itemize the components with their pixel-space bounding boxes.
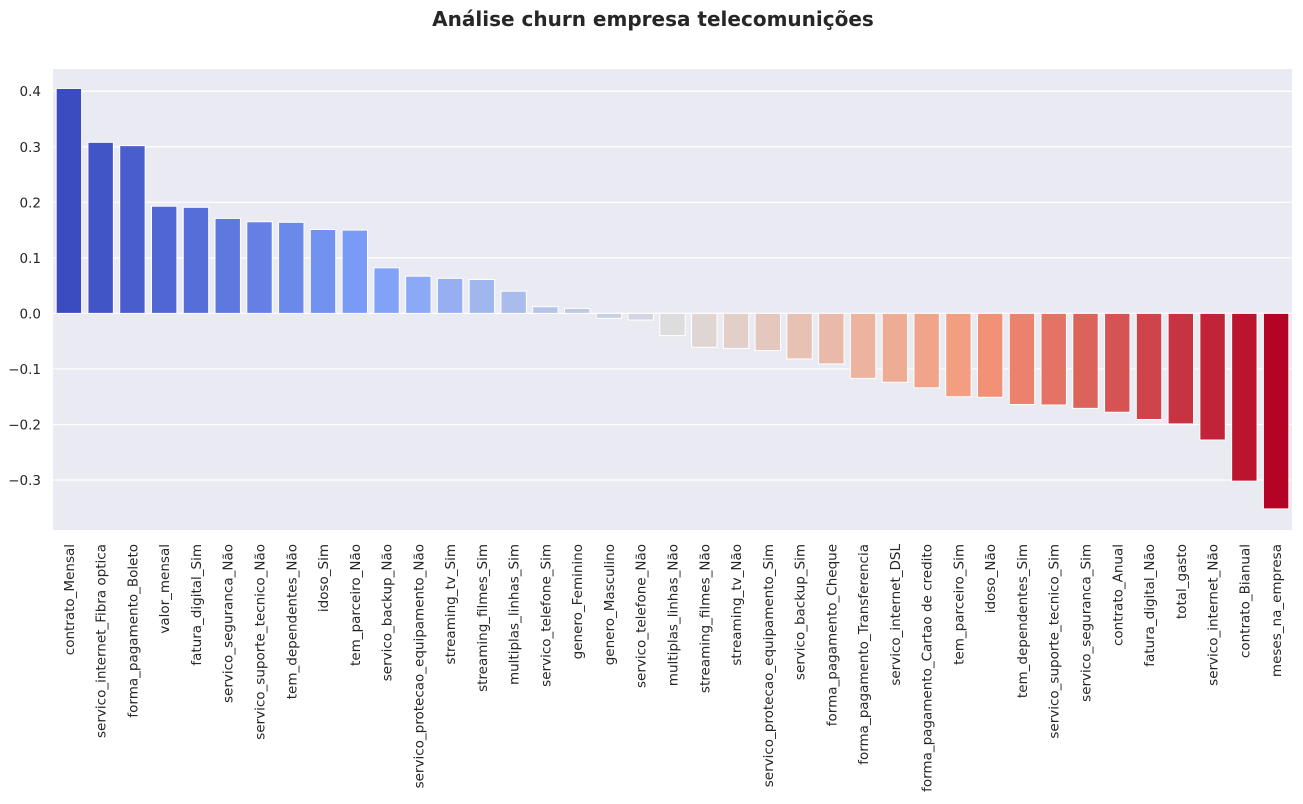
y-tick-label: −0.3 — [8, 473, 41, 489]
bar-streaming-tv-sim — [436, 277, 464, 314]
bar-contrato-bianual — [1231, 312, 1258, 482]
bar-servico-protecao-equipamento-sim — [754, 312, 782, 352]
bar-servico-telefone-n-o — [627, 312, 654, 321]
x-tick-label: fatura_digital_Sim — [189, 544, 205, 666]
bar-servico-backup-n-o — [373, 267, 400, 314]
bar-tem-parceiro-n-o — [341, 229, 369, 314]
x-tick-label: meses_na_empresa — [1269, 544, 1285, 677]
bar-servico-internet-n-o — [1199, 312, 1226, 441]
y-tick-label: 0.2 — [20, 195, 41, 211]
bar-servico-suporte-tecnico-n-o — [246, 221, 273, 314]
x-tick-label: servico_internet_Não — [1206, 544, 1222, 686]
y-tick-label: 0.4 — [20, 84, 41, 100]
bar-fatura-digital-n-o — [1135, 312, 1163, 420]
x-tick-label: total_gasto — [1174, 544, 1190, 619]
bar-servico-seguranca-sim — [1072, 312, 1099, 409]
bar-total-gasto — [1167, 312, 1195, 425]
x-tick-label: servico_internet_DSL — [888, 544, 904, 686]
bar-servico-internet-fibra-optica — [87, 141, 114, 314]
bar-idoso-n-o — [976, 312, 1004, 398]
bar-fatura-digital-sim — [182, 206, 210, 314]
x-tick-label: servico_seguranca_Sim — [1079, 544, 1095, 702]
y-tick-label: −0.2 — [8, 417, 41, 433]
y-tick-label: 0.3 — [20, 140, 41, 156]
bar-forma-pagamento-cheque — [818, 312, 845, 365]
x-tick-label: multiplas_linhas_Sim — [507, 544, 523, 685]
x-tick-label: tem_dependentes_Não — [284, 544, 300, 699]
x-tick-label: genero_Feminino — [570, 544, 586, 659]
bar-multiplas-linhas-sim — [500, 290, 527, 314]
bar-tem-dependentes-sim — [1008, 312, 1036, 405]
bar-forma-pagamento-transferencia — [849, 312, 877, 379]
x-tick-label: tem_parceiro_Não — [348, 544, 364, 666]
bar-tem-dependentes-n-o — [278, 221, 305, 314]
bar-multiplas-linhas-n-o — [659, 312, 686, 337]
x-tick-label: genero_Masculino — [602, 544, 618, 665]
x-tick-label: servico_protecao_equipamento_Sim — [761, 544, 777, 787]
bar-forma-pagamento-cartao-de-credito — [913, 312, 940, 389]
x-tick-label: tem_dependentes_Sim — [1015, 544, 1031, 698]
bar-genero-feminino — [563, 307, 591, 314]
bar-servico-suporte-tecnico-sim — [1040, 312, 1067, 406]
x-tick-label: fatura_digital_Não — [1142, 544, 1158, 667]
x-tick-label: streaming_tv_Sim — [443, 544, 459, 664]
x-tick-label: servico_suporte_tecnico_Não — [253, 544, 269, 740]
x-tick-label: idoso_Não — [983, 544, 999, 613]
x-axis-ticks: contrato_Mensal servico_internet_Fibra op… — [62, 544, 1285, 792]
chart-title: Análise churn empresa telecomunições — [432, 7, 874, 31]
x-tick-label: servico_backup_Não — [380, 544, 396, 681]
x-tick-label: valor_mensal — [157, 544, 173, 634]
x-tick-label: streaming_filmes_Não — [697, 544, 713, 693]
x-tick-label: servico_suporte_tecnico_Sim — [1047, 544, 1063, 739]
x-tick-label: forma_pagamento_Cartao de credito — [920, 544, 936, 792]
x-tick-label: servico_telefone_Sim — [538, 544, 554, 687]
x-tick-label: idoso_Sim — [316, 544, 332, 612]
bars — [55, 87, 1290, 510]
bar-meses-na-empresa — [1262, 312, 1290, 510]
x-tick-label: servico_protecao_equipamento_Não — [411, 544, 427, 788]
bar-forma-pagamento-boleto — [119, 145, 146, 314]
y-axis-ticks: −0.3 −0.2 −0.1 0.0 0.1 0.2 0.3 0.4 — [8, 84, 41, 489]
x-tick-label: forma_pagamento_Boleto — [125, 544, 141, 718]
x-tick-label: streaming_filmes_Sim — [475, 544, 491, 692]
x-tick-label: contrato_Bianual — [1237, 544, 1253, 658]
bar-tem-parceiro-sim — [945, 312, 972, 398]
bar-genero-masculino — [595, 312, 623, 319]
x-tick-label: forma_pagamento_Cheque — [824, 544, 840, 726]
bar-contrato-anual — [1104, 312, 1131, 413]
y-tick-label: −0.1 — [8, 362, 41, 378]
bar-streaming-filmes-sim — [468, 279, 496, 314]
x-tick-label: servico_internet_Fibra optica — [94, 544, 110, 738]
x-tick-label: servico_backup_Sim — [793, 544, 809, 680]
x-tick-label: tem_parceiro_Sim — [951, 544, 967, 665]
bar-streaming-tv-n-o — [722, 312, 750, 349]
bar-contrato-mensal — [55, 87, 83, 314]
bar-servico-internet-dsl — [881, 312, 909, 383]
x-tick-label: streaming_tv_Não — [729, 544, 745, 666]
bar-servico-backup-sim — [786, 312, 813, 360]
bar-servico-telefone-sim — [532, 306, 559, 314]
bar-servico-protecao-equipamento-n-o — [405, 275, 432, 314]
bar-servico-seguranca-n-o — [214, 217, 241, 314]
bar-streaming-filmes-n-o — [691, 312, 718, 348]
x-tick-label: servico_seguranca_Não — [221, 544, 237, 703]
x-tick-label: servico_telefone_Não — [634, 544, 650, 688]
bar-valor-mensal — [150, 205, 178, 314]
x-tick-label: multiplas_linhas_Não — [666, 544, 682, 686]
x-tick-label: contrato_Mensal — [62, 544, 78, 655]
y-tick-label: 0.0 — [20, 306, 41, 322]
bar-idoso-sim — [309, 229, 337, 314]
x-tick-label: forma_pagamento_Transferencia — [856, 544, 872, 765]
y-tick-label: 0.1 — [20, 251, 41, 267]
x-tick-label: contrato_Anual — [1110, 544, 1126, 646]
